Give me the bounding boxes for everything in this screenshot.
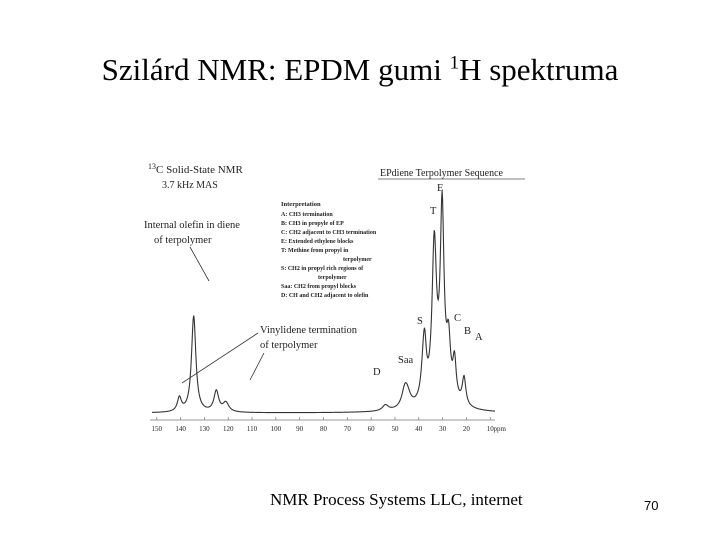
nmr-spectrum-chart: 150 140 130 120 110 100 90 80 70 60 50 40 30 20 10 ppm … bbox=[144, 162, 525, 433]
annotation-internal-olefin: Internal olefin in diene bbox=[144, 220, 240, 231]
x-tick-label: 130 bbox=[199, 425, 210, 433]
x-tick-label: 150 bbox=[152, 425, 163, 433]
peak-label-E: E bbox=[437, 183, 443, 194]
annotation-vinylidene-line2: of terpolymer bbox=[260, 340, 318, 351]
source-credit: NMR Process Systems LLC, internet bbox=[270, 490, 523, 509]
x-tick-label: 50 bbox=[391, 425, 399, 433]
interp-line: Saa: CH2 from propyl blocks bbox=[281, 284, 357, 290]
interp-line: D: CH and CH2 adjacent to olefin bbox=[281, 293, 369, 299]
x-tick-label: 140 bbox=[175, 425, 186, 433]
x-tick-label: 20 bbox=[463, 425, 471, 433]
pointer-line bbox=[181, 332, 259, 384]
nmr-spectrum-figure: 150 140 130 120 110 100 90 80 70 60 50 40 30 20 10 ppm … bbox=[140, 155, 530, 435]
x-tick-label: 60 bbox=[368, 425, 376, 433]
x-tick-label: 10 bbox=[487, 425, 495, 433]
spectrum-line bbox=[151, 190, 496, 414]
page-number: 70 bbox=[644, 498, 659, 513]
interp-line: A: CH3 termination bbox=[281, 212, 333, 218]
peak-label-T: T bbox=[430, 206, 437, 217]
interp-line: B: CH3 in propyle of EP bbox=[281, 221, 344, 227]
interp-line: C: CH2 adjacent to CH3 termination bbox=[281, 230, 377, 236]
chart-subtitle: 3.7 kHz MAS bbox=[162, 180, 218, 191]
sequence-label: EPdiene Terpolymer Sequence bbox=[380, 168, 504, 179]
x-axis-unit: ppm bbox=[494, 425, 507, 433]
peak-label-A: A bbox=[475, 332, 483, 343]
x-tick-label: 70 bbox=[344, 425, 352, 433]
peak-label-D: D bbox=[373, 367, 381, 378]
slide-title: Szilárd NMR: EPDM gumi 1H spektruma bbox=[101, 52, 619, 87]
x-tick-label: 30 bbox=[439, 425, 447, 433]
x-tick-label: 90 bbox=[296, 425, 304, 433]
x-tick-label: 120 bbox=[223, 425, 234, 433]
annotation-vinylidene: Vinylidene termination bbox=[260, 325, 358, 336]
annotation-internal-olefin-line2: of terpolymer bbox=[154, 235, 212, 246]
interp-line: terpolymer bbox=[318, 275, 347, 281]
pointer-line bbox=[189, 246, 210, 282]
peak-label-S: S bbox=[417, 316, 423, 327]
x-tick-label: 40 bbox=[415, 425, 423, 433]
peak-label-C: C bbox=[454, 313, 461, 324]
interpretation-legend: Interpretation A: CH3 termination B: CH3… bbox=[281, 201, 377, 299]
interp-line: E: Extended ethylene blocks bbox=[281, 239, 354, 245]
peak-label-Saa: Saa bbox=[398, 355, 414, 366]
x-tick-label: 100 bbox=[271, 425, 282, 433]
interp-line: terpolymer bbox=[343, 257, 372, 263]
interp-line: S: CH2 in propyl rich regions of bbox=[281, 266, 364, 272]
interp-line: T: Methine from propyl in bbox=[281, 248, 349, 254]
pointer-line bbox=[249, 352, 265, 381]
chart-title: 13C Solid-State NMR bbox=[148, 162, 243, 176]
x-tick-label: 110 bbox=[247, 425, 258, 433]
x-tick-label: 80 bbox=[320, 425, 328, 433]
interpretation-heading: Interpretation bbox=[281, 201, 321, 208]
peak-label-B: B bbox=[464, 326, 471, 337]
